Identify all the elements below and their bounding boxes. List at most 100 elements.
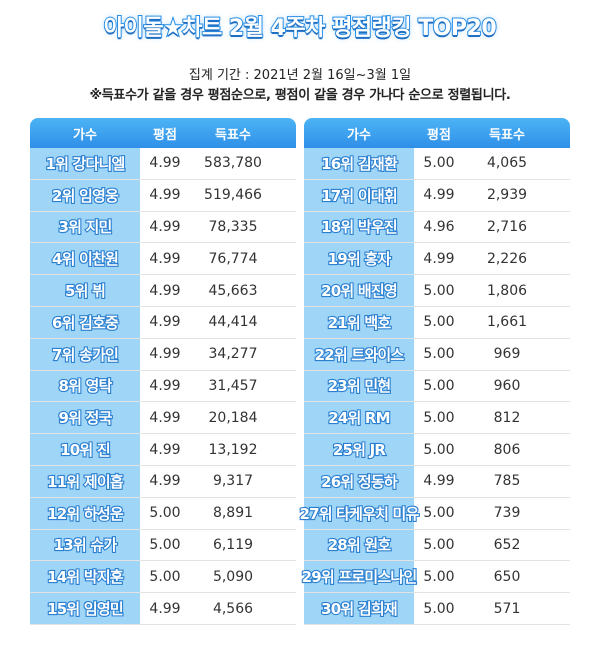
votes-cell: 583,780 bbox=[204, 155, 262, 172]
rating-cell: 5.00 bbox=[423, 377, 455, 394]
chart-title-text: 아이돌★차트 2월 4주차 평점랭킹 TOP20 bbox=[103, 15, 498, 42]
votes-cell: 45,663 bbox=[208, 282, 258, 299]
singer-cell: 4위 이찬원 bbox=[30, 243, 140, 275]
singer-cell: 27위 타케우치 미유 bbox=[298, 497, 420, 529]
singer-cell: 28위 원호 bbox=[304, 529, 414, 561]
rating-cell: 5.00 bbox=[423, 505, 455, 522]
header-singer: 가수 bbox=[73, 127, 97, 143]
rating-cell: 4.99 bbox=[423, 473, 455, 490]
table-row: 22위 트와이스 5.00 969 bbox=[304, 338, 570, 371]
rating-cell: 4.99 bbox=[149, 377, 181, 394]
rating-cell: 5.00 bbox=[149, 536, 181, 553]
table-row: 16위 김재환 5.00 4,065 bbox=[304, 148, 570, 180]
header-rating: 평점 bbox=[427, 127, 451, 143]
period-text: 집계 기간 : 2021년 2월 16일~3월 1일 bbox=[188, 68, 412, 83]
singer-name: 11위 제이홉 bbox=[46, 472, 125, 492]
table-row: 1위 강다니엘 4.99 583,780 bbox=[30, 148, 296, 180]
table-row: 27위 타케우치 미유 5.00 739 bbox=[298, 497, 570, 530]
rating-cell: 4.99 bbox=[149, 282, 181, 299]
singer-name: 15위 임영민 bbox=[46, 599, 125, 619]
table-row: 13위 슈가 5.00 6,119 bbox=[30, 529, 296, 562]
singer-name: 30위 김희재 bbox=[320, 599, 399, 619]
singer-name: 16위 김재환 bbox=[320, 154, 399, 174]
rating-cell: 4.99 bbox=[149, 441, 181, 458]
votes-cell: 20,184 bbox=[208, 409, 258, 426]
singer-name: 25위 JR bbox=[332, 440, 387, 460]
rating-cell: 4.99 bbox=[149, 600, 181, 617]
singer-cell: 2위 임영웅 bbox=[30, 179, 140, 211]
rating-cell: 5.00 bbox=[149, 505, 181, 522]
singer-cell: 24위 RM bbox=[304, 402, 414, 434]
ranking-table-right: 가수 평점 득표수 16위 김재환 5.00 4,065 17위 이대휘 4.99 2,9… bbox=[298, 118, 570, 625]
votes-cell: 31,457 bbox=[208, 377, 258, 394]
table-row: 17위 이대휘 4.99 2,939 bbox=[304, 179, 570, 212]
votes-cell: 8,891 bbox=[212, 505, 254, 522]
singer-cell: 30위 김희재 bbox=[304, 593, 414, 624]
votes-cell: 806 bbox=[493, 441, 521, 458]
singer-cell: 8위 영탁 bbox=[30, 370, 140, 402]
table-row: 24위 RM 5.00 812 bbox=[304, 402, 570, 435]
singer-name: 6위 김호중 bbox=[51, 313, 120, 333]
rating-cell: 4.99 bbox=[149, 314, 181, 331]
table-row: 26위 정동하 4.99 785 bbox=[304, 465, 570, 498]
singer-name: 19위 홍자 bbox=[327, 249, 393, 269]
rating-cell: 5.00 bbox=[423, 346, 455, 363]
votes-cell: 1,661 bbox=[486, 314, 528, 331]
singer-cell: 18위 박우진 bbox=[304, 211, 414, 243]
singer-cell: 12위 하성운 bbox=[30, 497, 140, 529]
table-row: 6위 김호중 4.99 44,414 bbox=[30, 306, 296, 339]
table-row: 30위 김희재 5.00 571 bbox=[304, 593, 570, 625]
singer-cell: 14위 박지훈 bbox=[30, 561, 140, 593]
header-singer: 가수 bbox=[347, 127, 371, 143]
header-votes: 득표수 bbox=[489, 127, 525, 143]
votes-cell: 4,566 bbox=[212, 600, 254, 617]
rating-cell: 5.00 bbox=[423, 600, 455, 617]
table-row: 8위 영탁 4.99 31,457 bbox=[30, 370, 296, 403]
votes-cell: 739 bbox=[493, 505, 521, 522]
votes-cell: 2,226 bbox=[486, 250, 528, 267]
singer-name: 10위 진 bbox=[59, 440, 112, 460]
rating-cell: 5.00 bbox=[423, 536, 455, 553]
singer-cell: 1위 강다니엘 bbox=[30, 148, 140, 179]
singer-cell: 22위 트와이스 bbox=[304, 338, 414, 370]
table-row: 15위 임영민 4.99 4,566 bbox=[30, 593, 296, 625]
rating-cell: 5.00 bbox=[423, 155, 455, 172]
chart-title: 아이돌★차트 2월 4주차 평점랭킹 TOP20 bbox=[0, 6, 600, 50]
table-row: 14위 박지훈 5.00 5,090 bbox=[30, 561, 296, 594]
rating-cell: 4.99 bbox=[149, 155, 181, 172]
singer-name: 18위 박우진 bbox=[320, 217, 399, 237]
table-body: 16위 김재환 5.00 4,065 17위 이대휘 4.99 2,939 18위 박우진 4… bbox=[298, 148, 570, 625]
table-row: 12위 하성운 5.00 8,891 bbox=[30, 497, 296, 530]
table-header: 가수 평점 득표수 bbox=[304, 118, 570, 148]
votes-cell: 6,119 bbox=[212, 536, 254, 553]
votes-cell: 960 bbox=[493, 377, 521, 394]
table-row: 29위 프로미스나인 5.00 650 bbox=[301, 561, 570, 594]
singer-cell: 25위 JR bbox=[304, 434, 414, 465]
rating-cell: 4.99 bbox=[149, 187, 181, 204]
rating-cell: 4.99 bbox=[149, 346, 181, 363]
votes-cell: 785 bbox=[493, 473, 521, 490]
votes-cell: 652 bbox=[493, 536, 521, 553]
votes-cell: 650 bbox=[493, 568, 521, 585]
votes-cell: 2,939 bbox=[486, 187, 528, 204]
votes-cell: 519,466 bbox=[204, 187, 262, 204]
singer-name: 22위 트와이스 bbox=[314, 345, 406, 365]
singer-cell: 16위 김재환 bbox=[304, 148, 414, 179]
votes-cell: 5,090 bbox=[212, 568, 254, 585]
votes-cell: 76,774 bbox=[208, 250, 258, 267]
singer-cell: 19위 홍자 bbox=[304, 243, 414, 275]
singer-cell: 15위 임영민 bbox=[30, 593, 140, 624]
rating-cell: 4.96 bbox=[423, 218, 455, 235]
table-row: 10위 진 4.99 13,192 bbox=[30, 434, 296, 466]
table-row: 21위 백호 5.00 1,661 bbox=[304, 306, 570, 339]
singer-name: 12위 하성운 bbox=[46, 504, 125, 524]
singer-cell: 20위 배진영 bbox=[304, 275, 414, 306]
singer-name: 23위 민현 bbox=[327, 376, 393, 396]
singer-name: 13위 슈가 bbox=[53, 535, 119, 555]
votes-cell: 812 bbox=[493, 409, 521, 426]
table-row: 18위 박우진 4.96 2,716 bbox=[304, 211, 570, 244]
singer-cell: 26위 정동하 bbox=[304, 465, 414, 497]
votes-cell: 44,414 bbox=[208, 314, 258, 331]
rating-cell: 4.99 bbox=[423, 187, 455, 204]
table-row: 23위 민현 5.00 960 bbox=[304, 370, 570, 403]
